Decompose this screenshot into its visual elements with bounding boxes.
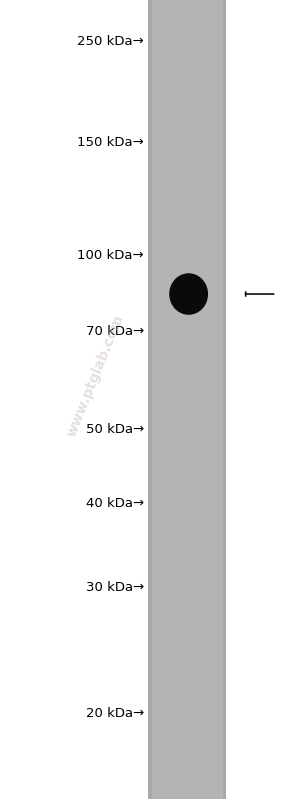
Bar — [148, 0, 152, 799]
Text: 40 kDa→: 40 kDa→ — [86, 497, 144, 510]
Text: 20 kDa→: 20 kDa→ — [86, 707, 144, 720]
Ellipse shape — [169, 273, 208, 315]
Text: 50 kDa→: 50 kDa→ — [86, 423, 144, 436]
Text: 70 kDa→: 70 kDa→ — [86, 325, 144, 338]
Bar — [148, 0, 226, 799]
Text: 150 kDa→: 150 kDa→ — [77, 136, 144, 149]
Text: 100 kDa→: 100 kDa→ — [77, 249, 144, 262]
Bar — [223, 0, 226, 799]
Text: www.ptglab.com: www.ptglab.com — [64, 312, 126, 439]
Text: 30 kDa→: 30 kDa→ — [86, 581, 144, 594]
Text: 250 kDa→: 250 kDa→ — [77, 35, 144, 48]
